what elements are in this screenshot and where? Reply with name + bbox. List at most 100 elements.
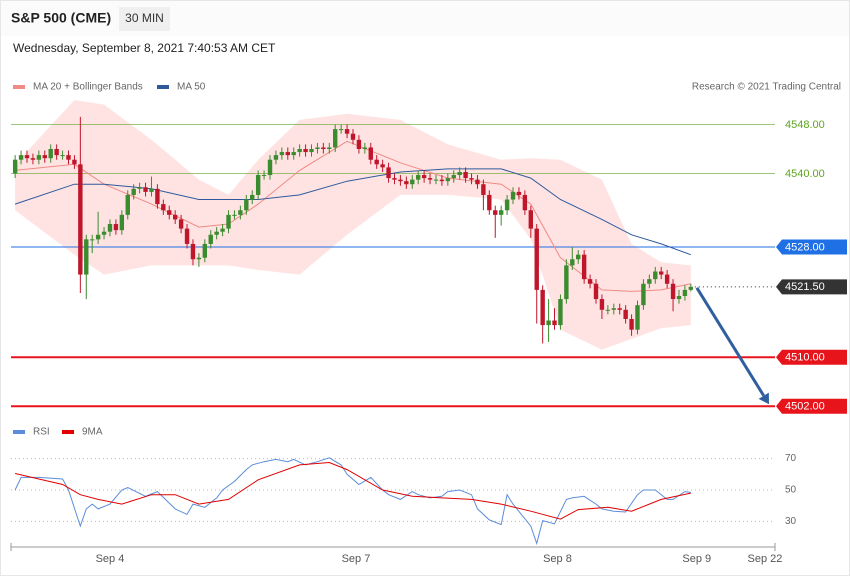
candle-body [611,308,616,310]
candle-body [72,159,77,165]
candle-body [54,149,59,156]
candle-body [380,164,385,168]
level-label: 4540.00 [785,168,825,180]
candle-body [605,309,611,311]
level-label: 4528.00 [785,241,825,253]
candle-body [463,171,468,179]
candle-body [623,309,628,319]
candle-body [599,299,605,310]
candle-body [101,231,107,235]
candle-body [184,228,190,244]
candle-body [18,155,24,160]
candle-body [593,283,599,300]
candle-body [279,152,285,156]
legend-label: RSI [33,427,50,438]
candle-body [356,139,362,149]
candle-body [90,239,95,241]
moving-average [15,140,691,292]
candle-body [504,199,510,211]
candle-body [635,305,640,330]
candle-body [202,243,208,258]
candle-body [392,178,397,180]
legend-swatch [13,85,25,89]
candle-body [570,259,575,266]
candle-body [36,155,42,160]
x-tick-label: Sep 8 [543,553,572,565]
candle-body [24,155,30,159]
candle-body [42,155,47,159]
forecast-arrow [695,287,766,397]
x-tick-label: Sep 22 [747,553,782,565]
candle-body [410,179,415,185]
candle-body [576,254,581,260]
interval-tab[interactable] [119,7,170,31]
candle-body [415,175,421,180]
candle-body [172,214,178,220]
x-tick-label: Sep 4 [96,553,125,565]
y-tick-label: 70 [785,453,797,464]
candle-body [125,194,130,215]
candle-body [66,155,71,160]
candle-body [688,286,694,290]
candle-body [119,214,125,231]
candle-body [327,147,332,149]
candle-body [404,181,409,185]
candle-body [427,178,433,180]
candle-body [493,210,498,215]
candle-body [208,234,213,244]
legend-swatch [13,430,25,434]
candle-body [451,175,456,179]
candle-body [344,129,350,134]
candle-body [285,152,290,156]
candle-body [30,158,36,160]
candle-body [528,210,534,229]
forecast-arrowhead [758,392,769,405]
candle-body [338,129,344,131]
candle-body [84,239,89,275]
candle-body [676,296,682,300]
candle-body [581,254,587,280]
y-tick-label: 30 [785,516,797,527]
candle-body [321,147,326,149]
level-label-box [776,279,847,295]
candle-body [48,149,53,159]
candle-body [196,257,202,260]
candle-body [267,159,273,176]
candle-body [374,159,379,165]
candle-body [398,179,403,182]
candle-body [226,214,231,229]
level-label: 4521.50 [785,281,825,293]
candle-body [291,152,296,156]
interval-label[interactable]: 30 MIN [125,11,164,25]
candle-body [261,175,267,177]
candle-body [362,147,368,149]
candle-body [137,187,142,189]
candle-body [647,279,652,284]
y-tick-label: 50 [785,485,797,496]
candle-body [487,194,492,211]
candle-body [333,129,338,148]
level-label-box [776,398,847,414]
candle-body [510,191,516,200]
candle-body [546,320,551,326]
candle-body [190,243,196,260]
candle-body [558,299,563,326]
candle-body [273,155,279,160]
candle-body [131,188,136,195]
candle-body [95,234,101,240]
candle-body [244,199,249,211]
candle-body [350,133,356,140]
legend-label: MA 50 [177,82,206,93]
candle-body [113,224,119,231]
timestamp: Wednesday, September 8, 2021 7:40:53 AM … [13,41,276,55]
level-label: 4548.00 [785,119,825,131]
level-label: 4510.00 [785,352,825,364]
candle-body [457,171,462,176]
candle-body [552,320,557,326]
candle-body [516,191,522,195]
candle-body [167,210,172,215]
candle-body [232,214,237,216]
credit: Research © 2021 Trading Central [692,82,841,93]
